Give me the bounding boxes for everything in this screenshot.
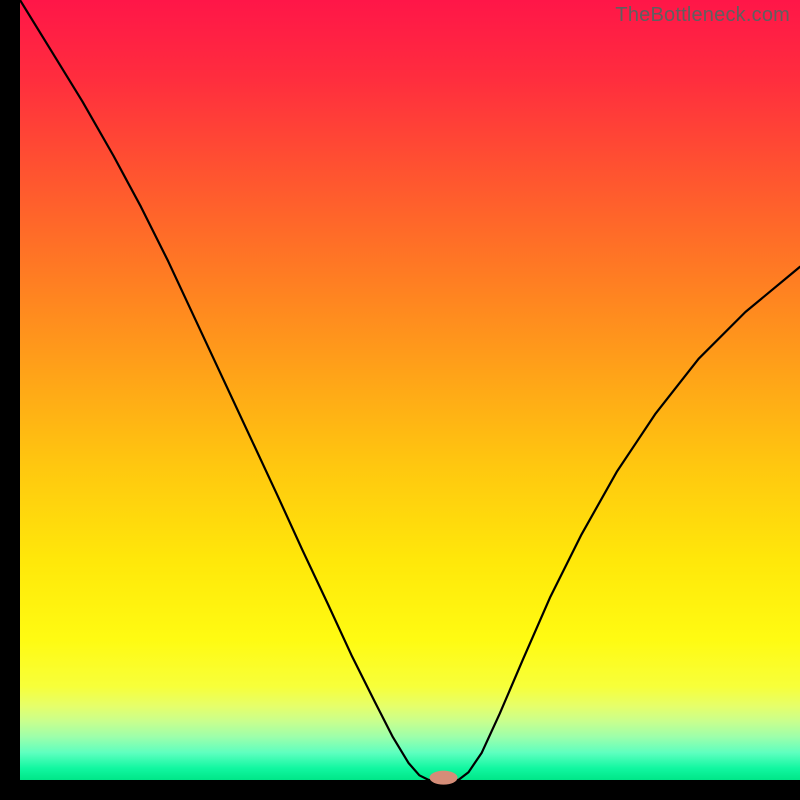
- bottleneck-chart: [0, 0, 800, 800]
- optimal-point-marker: [430, 771, 458, 785]
- watermark-text: TheBottleneck.com: [615, 4, 790, 27]
- chart-container: { "watermark": { "text": "TheBottleneck.…: [0, 0, 800, 800]
- plot-area: [20, 0, 800, 780]
